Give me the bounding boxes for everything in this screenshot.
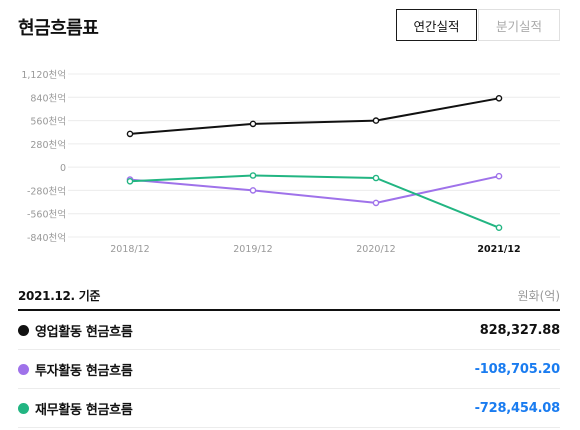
- y-tick-label: -560천억: [27, 209, 66, 221]
- x-tick-label: 2020/12: [356, 244, 395, 255]
- tab-quarterly[interactable]: 분기실적: [478, 9, 560, 41]
- data-point-investing[interactable]: [372, 199, 380, 207]
- y-tick-label: 560천억: [30, 116, 66, 128]
- series-line-financing: [129, 174, 500, 229]
- operating-legend-dot: [18, 324, 29, 336]
- data-point-financing[interactable]: [126, 178, 134, 185]
- basis-date: 2021.12. 기준: [18, 288, 101, 303]
- y-tick-label: 0: [60, 163, 66, 174]
- y-tick-label: -840천억: [27, 232, 66, 244]
- investing-legend-dot: [18, 363, 29, 375]
- data-point-financing[interactable]: [249, 172, 257, 179]
- operating-label: 영업활동 현금흐름: [35, 324, 133, 340]
- data-point-operating[interactable]: [372, 117, 380, 124]
- data-point-investing[interactable]: [495, 172, 503, 180]
- y-tick-label: -280천억: [27, 185, 66, 197]
- operating-value: 828,327.88: [479, 322, 560, 338]
- summary-row-investing: 투자활동 현금흐름 -108,705.20: [18, 350, 560, 389]
- data-point-financing[interactable]: [372, 174, 380, 182]
- y-tick-label: 280천억: [30, 139, 66, 151]
- tab-annual[interactable]: 연간실적: [396, 9, 477, 41]
- financing-legend-dot: [18, 402, 29, 414]
- financing-value: -728,454.08: [474, 400, 561, 416]
- data-point-operating[interactable]: [495, 95, 503, 102]
- x-tick-label: 2018/12: [110, 244, 149, 255]
- cash-flow-line-chart: 1,120천억 840천억 560천억 280천억 0 -280천억 -560천억 -840천…: [21, 69, 560, 255]
- investing-label: 투자활동 현금흐름: [35, 363, 133, 379]
- investing-value: -108,705.20: [474, 361, 561, 377]
- summary-header: 2021.12. 기준 원화(억): [18, 281, 560, 311]
- series-line-operating: [129, 97, 500, 135]
- y-tick-label: 1,120천억: [21, 69, 66, 81]
- data-point-operating[interactable]: [126, 130, 134, 138]
- data-point-operating[interactable]: [249, 120, 257, 128]
- x-tick-label: 2019/12: [233, 244, 272, 255]
- x-tick-label: 2021/12: [477, 244, 520, 255]
- page-title: 현금흐름표: [18, 18, 99, 39]
- summary-row-operating: 영업활동 현금흐름 828,327.88: [18, 311, 560, 350]
- data-point-financing[interactable]: [495, 224, 503, 231]
- summary-row-financing: 재무활동 현금흐름 -728,454.08: [18, 389, 560, 428]
- y-tick-label: 840천억: [30, 92, 66, 104]
- unit-label: 원화(억): [517, 288, 560, 303]
- financing-label: 재무활동 현금흐름: [35, 402, 133, 418]
- data-point-investing[interactable]: [249, 187, 257, 194]
- series-line-investing: [129, 175, 500, 204]
